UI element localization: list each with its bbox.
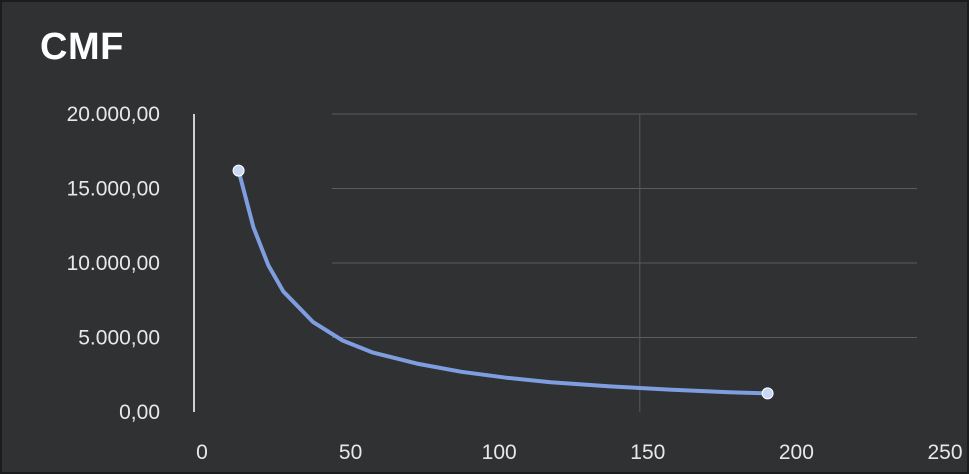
y-tick-label: 0,00: [119, 401, 160, 424]
chart-title: CMF: [40, 26, 124, 68]
y-tick-label: 15.000,00: [67, 178, 160, 201]
y-tick-label: 10.000,00: [67, 252, 160, 275]
x-tick-label: 100: [482, 441, 517, 464]
x-tick-label: 250: [927, 441, 962, 464]
y-tick-label: 5.000,00: [78, 327, 160, 350]
data-point: [232, 164, 245, 177]
data-point: [761, 387, 774, 400]
x-tick-label: 200: [779, 441, 814, 464]
x-tick-label: 150: [630, 441, 665, 464]
y-tick-label: 20.000,00: [67, 103, 160, 126]
x-tick-label: 0: [196, 441, 208, 464]
trendline-curve: [236, 168, 770, 396]
x-tick-label: 50: [339, 441, 362, 464]
